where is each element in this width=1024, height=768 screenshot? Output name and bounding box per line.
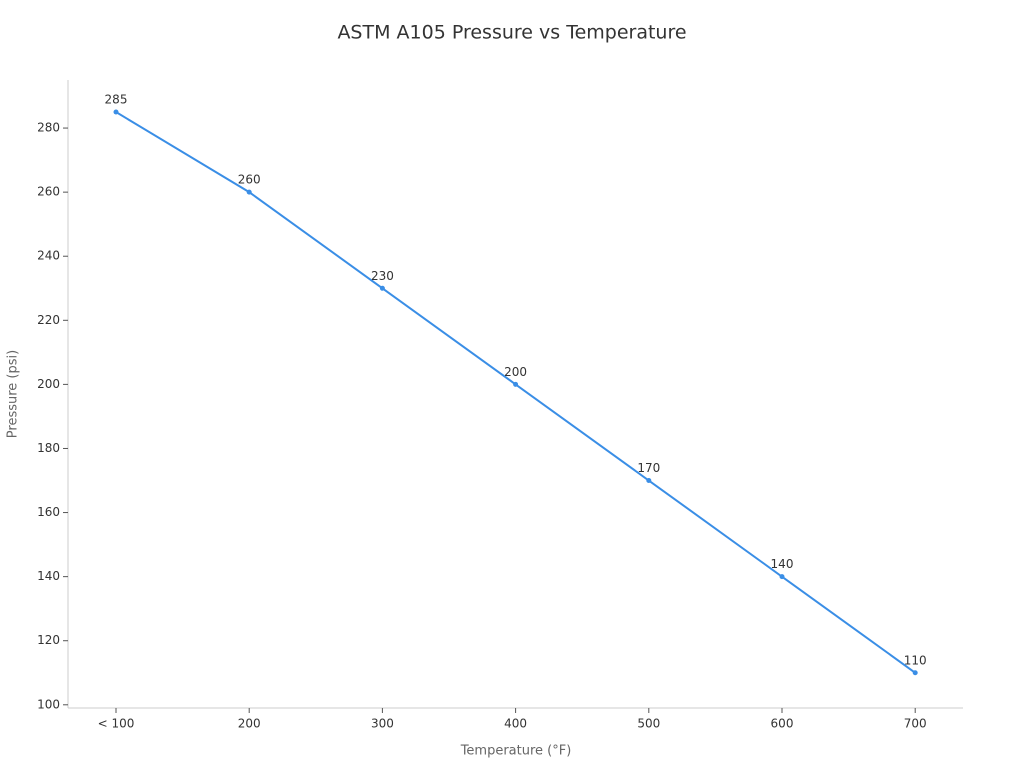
data-label: 170: [637, 461, 660, 475]
y-tick-label: 100: [37, 697, 60, 711]
point: [513, 381, 519, 387]
chart-title: ASTM A105 Pressure vs Temperature: [337, 22, 686, 44]
y-tick-label: 280: [37, 121, 60, 135]
y-tick-label: 160: [37, 505, 60, 519]
x-tick-label: 400: [504, 717, 527, 731]
y-tick-label: 260: [37, 185, 60, 199]
y-tick-label: 180: [37, 441, 60, 455]
point: [379, 285, 385, 291]
data-label: 260: [238, 173, 261, 187]
data-label: 200: [504, 365, 527, 379]
y-tick-label: 240: [37, 249, 60, 263]
y-tick-label: 140: [37, 569, 60, 583]
data-label: 230: [371, 269, 394, 283]
line: [115, 111, 916, 674]
data-label: 140: [771, 557, 794, 571]
x-tick-label: 500: [637, 717, 660, 731]
point: [646, 478, 652, 484]
point: [246, 189, 252, 195]
x-tick-label: 300: [371, 717, 394, 731]
data-label: 285: [105, 93, 128, 107]
y-tick-label: 120: [37, 633, 60, 647]
point: [113, 109, 119, 115]
y-axis-title: Pressure (psi): [6, 350, 21, 438]
x-axis-title: Temperature (°F): [460, 744, 572, 759]
x-tick-label: < 100: [98, 717, 135, 731]
y-tick-label: 200: [37, 377, 60, 391]
y-tick-label: 220: [37, 313, 60, 327]
data-label: 110: [904, 653, 927, 667]
point: [779, 574, 785, 580]
x-tick-label: 700: [904, 717, 927, 731]
x-tick-label: 200: [238, 717, 261, 731]
x-tick-label: 600: [771, 717, 794, 731]
point: [912, 670, 918, 676]
